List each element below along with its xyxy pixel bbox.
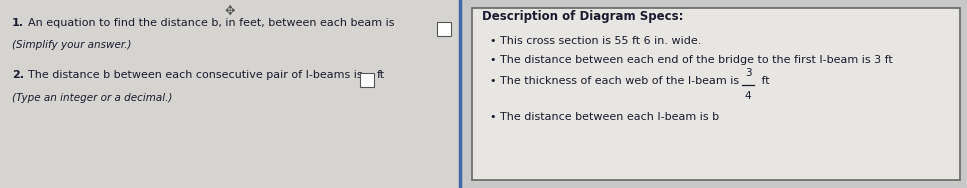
Text: 4: 4 (745, 91, 751, 101)
Bar (437, 22, 451, 36)
Text: (Type an integer or a decimal.): (Type an integer or a decimal.) (12, 93, 172, 103)
Text: • The thickness of each web of the I-beam is: • The thickness of each web of the I-bea… (490, 76, 743, 86)
FancyBboxPatch shape (472, 8, 960, 180)
Bar (360, 73, 374, 87)
Text: The distance b between each consecutive pair of I-beams is: The distance b between each consecutive … (28, 70, 363, 80)
Text: An equation to find the distance b, in feet, between each beam is: An equation to find the distance b, in f… (28, 18, 395, 28)
Text: (Simplify your answer.): (Simplify your answer.) (12, 40, 132, 50)
Bar (0, 0, 460, 188)
Text: ✥: ✥ (224, 5, 235, 18)
Text: ft: ft (758, 76, 770, 86)
Text: Description of Diagram Specs:: Description of Diagram Specs: (482, 10, 684, 23)
Text: • This cross section is 55 ft 6 in. wide.: • This cross section is 55 ft 6 in. wide… (490, 36, 701, 46)
Text: • The distance between each end of the bridge to the first I-beam is 3 ft: • The distance between each end of the b… (490, 55, 893, 65)
Text: 3: 3 (745, 68, 751, 78)
Text: 2.: 2. (12, 70, 24, 80)
Text: ft: ft (377, 70, 385, 80)
Text: • The distance between each I-beam is b: • The distance between each I-beam is b (490, 112, 719, 122)
Text: 1.: 1. (12, 18, 24, 28)
